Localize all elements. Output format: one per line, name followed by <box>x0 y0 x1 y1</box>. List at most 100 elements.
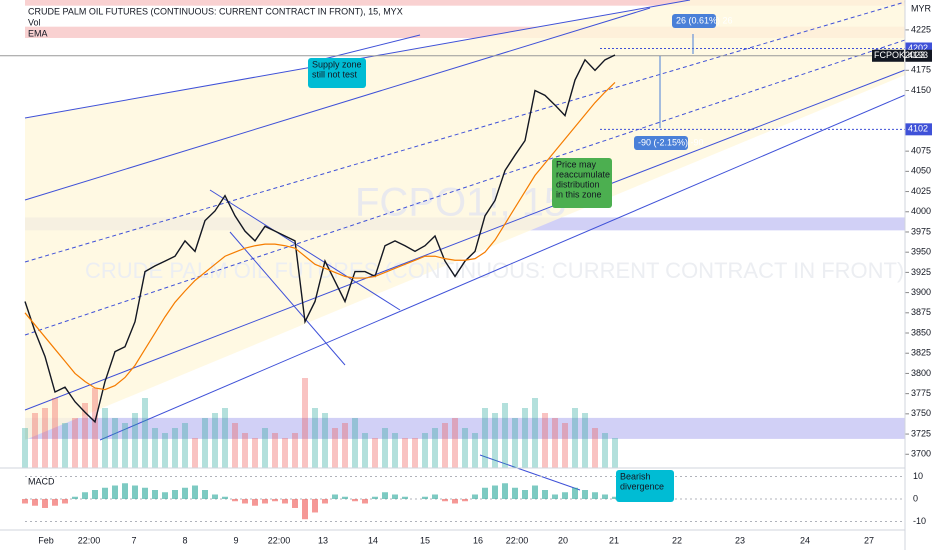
y-tick-label: 4175 <box>911 65 931 75</box>
y-tick-label: 3925 <box>911 267 931 277</box>
x-tick-label: 15 <box>420 535 430 545</box>
annotation-box <box>308 58 366 88</box>
volume-bar <box>582 413 588 468</box>
y-tick-label: 3975 <box>911 226 931 236</box>
ema-line <box>24 82 616 391</box>
annotation-text: -90 (-2.15%) -90 <box>638 137 704 147</box>
volume-bar <box>92 388 98 468</box>
vol-label: Vol <box>28 17 41 27</box>
macd-bar <box>562 492 568 499</box>
volume-bar <box>562 423 568 468</box>
volume-bar <box>512 418 518 468</box>
y-tick-label: 4025 <box>911 186 931 196</box>
volume-bar <box>162 433 168 468</box>
volume-bar <box>142 398 148 468</box>
macd-bar <box>432 494 438 499</box>
volume-bar <box>152 428 158 468</box>
macd-bar <box>442 498 448 502</box>
series-tag-box <box>872 49 904 62</box>
macd-bar <box>592 492 598 499</box>
level-label: 4202 <box>908 43 928 53</box>
volume-bar <box>472 433 478 468</box>
y-tick-label: 4075 <box>911 146 931 156</box>
volume-bar <box>222 408 228 468</box>
channel-line <box>24 1 906 263</box>
macd-bar <box>522 490 528 499</box>
macd-bar <box>302 498 308 520</box>
macd-bar <box>122 483 128 499</box>
macd-bar <box>212 494 218 499</box>
volume-bar <box>292 433 298 468</box>
channel-line <box>229 231 346 366</box>
annotation-text: in this zone <box>556 189 602 199</box>
arrow <box>479 454 581 491</box>
volume-bar <box>172 428 178 468</box>
watermark-symbol: FCPO1!, 15 <box>355 181 566 225</box>
channel-line <box>209 189 401 311</box>
macd-bar <box>612 496 618 499</box>
x-tick-label: 22:00 <box>268 535 291 545</box>
macd-bar <box>72 496 78 499</box>
macd-bar <box>222 496 228 499</box>
volume-bar <box>182 423 188 468</box>
y-tick-label: 3900 <box>911 287 931 297</box>
macd-bar <box>82 492 88 499</box>
macd-bar <box>372 496 378 499</box>
x-tick-label: 16 <box>473 535 483 545</box>
x-tick-label: 24 <box>800 535 810 545</box>
volume-bar <box>592 428 598 468</box>
y-tick-label: 4050 <box>911 166 931 176</box>
macd-bar <box>142 487 148 499</box>
x-tick-label: 23 <box>735 535 745 545</box>
x-tick-label: 27 <box>864 535 874 545</box>
series-tag: FCPOK2023 <box>874 50 925 60</box>
volume-bar <box>542 413 548 468</box>
annotation-text: divergence <box>620 481 664 491</box>
watermark-name: CRUDE PALM OIL FUTURES (CONTINUOUS: CURR… <box>85 258 904 283</box>
macd-bar <box>402 496 408 499</box>
macd-bar <box>392 494 398 499</box>
macd-bar <box>62 498 68 504</box>
annotation-text: Price may <box>556 159 597 169</box>
volume-bar <box>192 438 198 468</box>
volume-bar <box>442 423 448 468</box>
volume-bar <box>322 413 328 468</box>
volume-bar <box>612 438 618 468</box>
ema-label: EMA <box>28 28 48 38</box>
macd-bar <box>162 492 168 499</box>
macd-bar <box>232 498 238 502</box>
volume-bar <box>602 433 608 468</box>
macd-bar <box>192 485 198 499</box>
macd-bar <box>312 498 318 513</box>
macd-bar <box>172 490 178 499</box>
channel-fill <box>25 0 905 440</box>
volume-bar <box>522 408 528 468</box>
x-tick-label: 22:00 <box>78 535 101 545</box>
macd-bar <box>582 490 588 499</box>
macd-tick-label: -10 <box>913 516 926 526</box>
macd-bar <box>512 487 518 499</box>
macd-bar <box>252 498 258 506</box>
volume-bar <box>52 398 58 468</box>
volume-bar <box>62 423 68 468</box>
volume-bar <box>22 428 28 468</box>
x-tick-label: Feb <box>38 535 54 545</box>
macd-bar <box>102 487 108 499</box>
chart-title: CRUDE PALM OIL FUTURES (CONTINUOUS: CURR… <box>28 6 403 16</box>
macd-bar <box>382 492 388 499</box>
annotation-text: Supply zone <box>312 59 362 69</box>
y-tick-label: 3725 <box>911 428 931 438</box>
volume-bar <box>332 428 338 468</box>
volume-bar <box>272 433 278 468</box>
channel-line <box>99 94 906 441</box>
macd-bar <box>602 494 608 499</box>
volume-bar <box>262 428 268 468</box>
macd-bar <box>462 498 468 502</box>
y-tick-label: 3700 <box>911 449 931 459</box>
volume-bar <box>552 418 558 468</box>
x-tick-label: 8 <box>182 535 187 545</box>
macd-bar <box>202 490 208 499</box>
annotation-text: distribution <box>556 179 600 189</box>
macd-bar <box>152 490 158 499</box>
volume-bar <box>392 433 398 468</box>
